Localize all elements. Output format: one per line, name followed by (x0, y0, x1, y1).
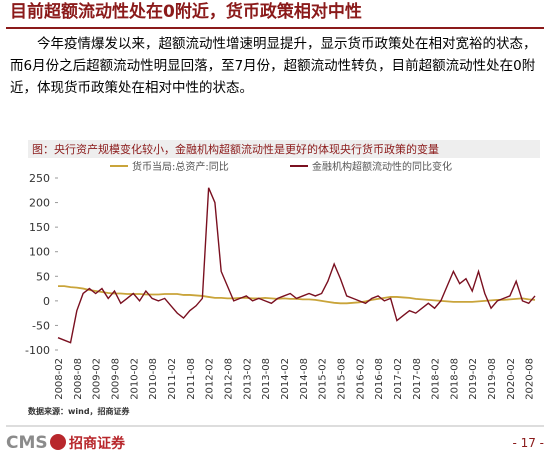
x-tick-label: 2013-08 (261, 358, 272, 400)
x-tick-label: 2009-02 (92, 358, 103, 400)
paragraph-box: 今年疫情爆发以来，超额流动性增速明显提升，显示货币政策处在相对宽裕的状态，而6月… (10, 36, 537, 96)
x-tick-label: 2018-02 (431, 358, 442, 400)
legend-label: 金融机构超额流动性的同比变化 (312, 160, 452, 173)
y-tick-label: 150 (29, 221, 50, 234)
y-tick-label: 200 (29, 197, 50, 210)
x-tick-label: 2015-08 (336, 358, 347, 400)
x-tick-label: 2008-08 (73, 358, 84, 400)
legend-label: 货币当局:总资产:同比 (132, 160, 229, 173)
y-tick-label: -50 (32, 319, 50, 332)
x-tick-label: 2020-08 (525, 358, 536, 400)
x-tick-label: 2011-02 (167, 358, 178, 400)
x-tick-label: 2019-08 (487, 358, 498, 400)
x-tick-label: 2017-08 (412, 358, 423, 400)
x-tick-label: 2018-08 (449, 358, 460, 400)
x-tick-label: 2010-02 (129, 358, 140, 400)
x-tick-label: 2014-08 (299, 358, 310, 400)
y-tick-label: -100 (25, 344, 50, 357)
page-number: - 17 - (512, 436, 544, 450)
logo: CMS (6, 433, 48, 453)
chart-caption: 图：央行资产规模变化较小，金融机构超额流动性是更好的体现央行货币政策的变量 (32, 142, 439, 156)
x-tick-label: 2016-08 (374, 358, 385, 400)
caption-bg (28, 140, 540, 158)
slide-title: 目前超额流动性处在0附近，货币政策相对中性 (10, 1, 362, 22)
x-tick-label: 2011-08 (186, 358, 197, 400)
logo-icon (50, 434, 66, 450)
x-tick-label: 2017-02 (393, 358, 404, 400)
x-tick-label: 2016-02 (355, 358, 366, 400)
x-tick-label: 2015-02 (318, 358, 329, 400)
series-line (58, 285, 536, 305)
x-tick-label: 2010-08 (148, 358, 159, 400)
series-line (57, 187, 536, 344)
x-tick-label: 2012-02 (205, 358, 216, 400)
company: 招商证券 (69, 435, 126, 452)
y-tick-label: 100 (29, 246, 50, 259)
source: 数据来源：wind，招商证券 (28, 406, 131, 416)
y-tick-label: 0 (43, 295, 50, 308)
x-tick-label: 2008-02 (54, 358, 65, 400)
x-tick-label: 2012-08 (223, 358, 234, 400)
y-tick-label: 250 (29, 172, 50, 185)
x-tick-label: 2019-02 (468, 358, 479, 400)
x-tick-label: 2013-02 (242, 358, 253, 400)
paragraph: 今年疫情爆发以来，超额流动性增速明显提升，显示货币政策处在相对宽裕的状态，而6月… (10, 36, 537, 96)
x-tick-label: 2009-08 (110, 358, 121, 400)
y-tick-label: 50 (36, 270, 50, 283)
x-tick-label: 2020-02 (506, 358, 517, 400)
x-tick-label: 2014-02 (280, 358, 291, 400)
